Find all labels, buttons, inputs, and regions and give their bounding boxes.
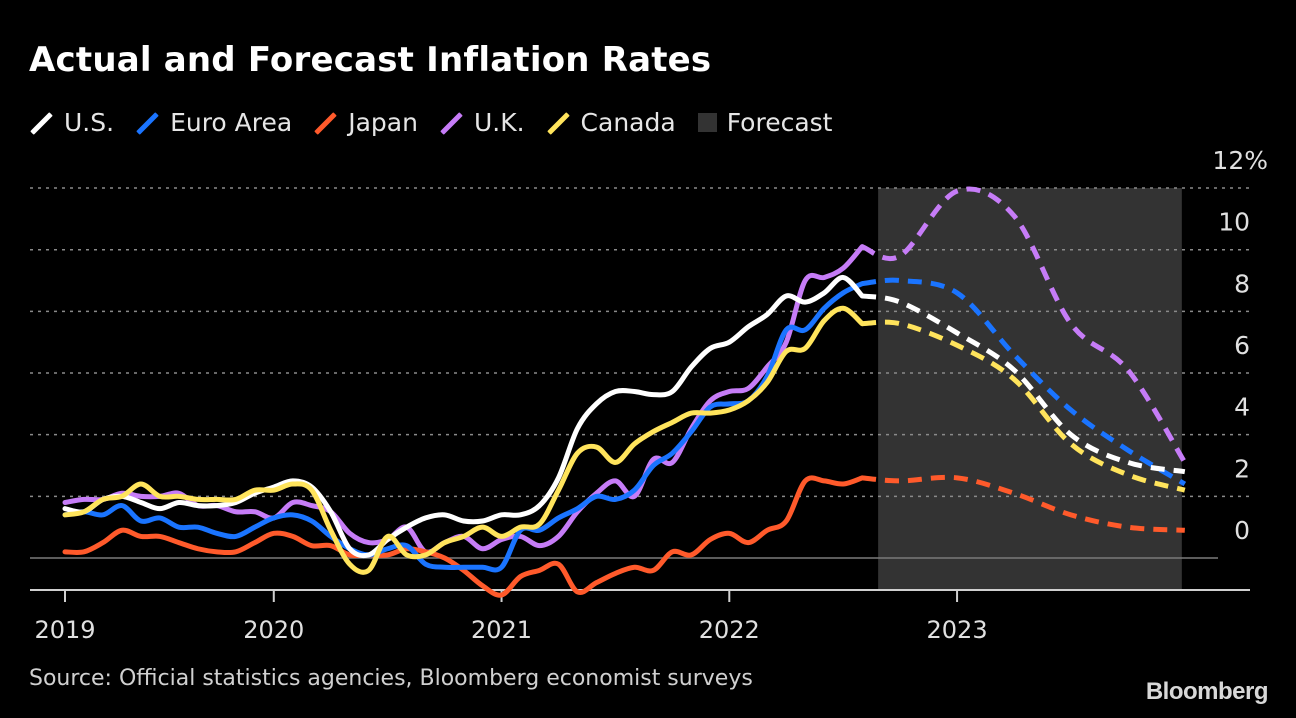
- legend-item-forecast: Forecast: [697, 108, 833, 137]
- y-tick-label: 0: [1234, 516, 1250, 545]
- legend-item-us: U.S.: [30, 108, 114, 137]
- legend-label-uk: U.K.: [473, 108, 525, 137]
- forecast-line-u-k: [861, 186, 1187, 464]
- legend-label-japan: Japan: [348, 108, 418, 137]
- x-tick-label: 2023: [927, 616, 988, 644]
- legend-item-uk: U.K.: [440, 108, 525, 137]
- y-tick-label: 8: [1234, 269, 1250, 298]
- x-tick-label: 2021: [471, 616, 532, 644]
- y-tick-label: 4: [1234, 393, 1250, 422]
- actual-line-canada: [62, 305, 865, 575]
- y-tick-label: 12%: [1212, 146, 1268, 175]
- actual-line-u-k: [62, 244, 865, 555]
- bloomberg-logo: Bloomberg: [1145, 678, 1269, 705]
- legend-item-japan: Japan: [314, 108, 418, 137]
- legend: U.S. Euro Area Japan U.K. Canada Forecas…: [30, 108, 854, 137]
- y-tick-label: 10: [1218, 208, 1250, 237]
- legend-label-canada: Canada: [580, 108, 676, 137]
- legend-label-us: U.S.: [64, 108, 115, 137]
- legend-swatch-forecast: [697, 113, 717, 132]
- legend-label-euro-area: Euro Area: [170, 108, 293, 137]
- forecast-line-euro-area: [861, 277, 1187, 487]
- x-tick-label: 2019: [34, 616, 95, 644]
- actual-line-u-s: [62, 274, 865, 559]
- x-tick-label: 2022: [699, 616, 760, 644]
- x-tick-label: 2020: [243, 616, 304, 644]
- legend-item-euro-area: Euro Area: [136, 108, 292, 137]
- y-tick-label: 6: [1234, 331, 1250, 360]
- actual-line-euro-area: [62, 281, 865, 573]
- chart-title: Actual and Forecast Inflation Rates: [29, 40, 712, 80]
- forecast-line-u-s: [861, 293, 1186, 475]
- actual-line-japan: [62, 475, 865, 598]
- y-tick-label: 2: [1234, 454, 1250, 483]
- source-note: Source: Official statistics agencies, Bl…: [29, 666, 753, 691]
- legend-item-canada: Canada: [546, 108, 676, 137]
- legend-label-forecast: Forecast: [726, 108, 833, 137]
- forecast-line-canada: [862, 319, 1186, 493]
